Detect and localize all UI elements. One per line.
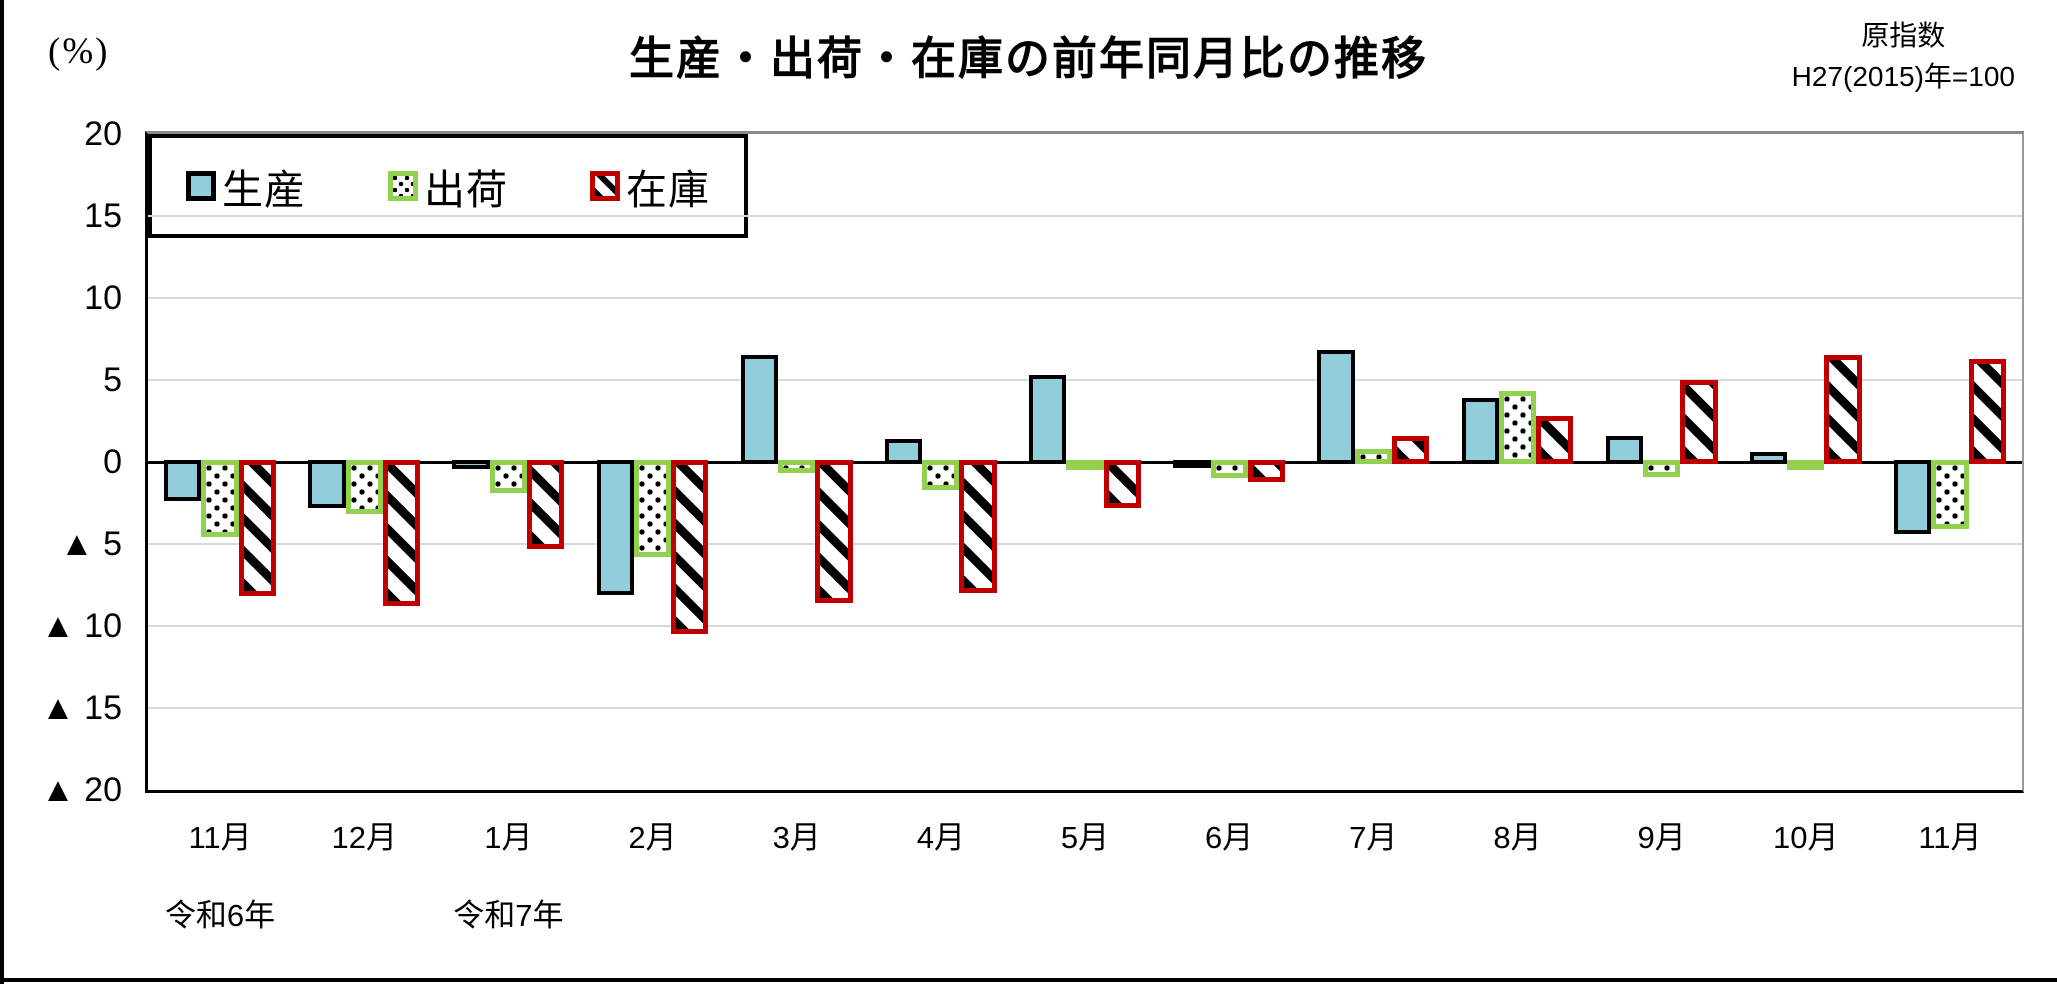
bar-出荷-8月-9 bbox=[1498, 391, 1537, 464]
y-tick-label: 20 bbox=[84, 115, 122, 153]
gridline-15 bbox=[148, 215, 2022, 217]
legend-entry-出荷: 出荷 bbox=[388, 156, 508, 216]
bar-出荷-5月-6 bbox=[1066, 460, 1104, 471]
legend-label: 生産 bbox=[222, 167, 306, 213]
y-tick-label: 0 bbox=[103, 443, 122, 481]
page-border-left bbox=[0, 0, 4, 984]
x-label-10: 9月 bbox=[1637, 820, 1686, 855]
y-tick-label: 15 bbox=[84, 197, 122, 235]
bar-生産-8月-9 bbox=[1461, 398, 1499, 464]
gridline-5 bbox=[148, 379, 2022, 381]
legend-label: 在庫 bbox=[626, 167, 710, 213]
bar-出荷-2月-3 bbox=[633, 460, 672, 558]
gridline--15 bbox=[148, 707, 2022, 709]
legend-entry-在庫: 在庫 bbox=[590, 156, 710, 216]
bar-生産-5月-6 bbox=[1029, 375, 1067, 464]
y-tick-label: ▲ 15 bbox=[41, 689, 122, 727]
bar-生産-7月-8 bbox=[1317, 350, 1355, 464]
x-label-1: 12月 bbox=[331, 820, 397, 855]
bar-在庫-5月-6 bbox=[1103, 460, 1141, 508]
gridline--10 bbox=[148, 625, 2022, 627]
bar-生産-1月-2 bbox=[452, 460, 490, 469]
bar-出荷-12月-1 bbox=[345, 460, 383, 515]
y-axis-unit-label: (%) bbox=[48, 31, 110, 72]
bar-出荷-9月-10 bbox=[1642, 460, 1681, 477]
index-note: 原指数 H27(2015)年=100 bbox=[1792, 16, 2015, 97]
bar-在庫-11月-12 bbox=[1968, 358, 2006, 464]
bar-出荷-10月-11 bbox=[1787, 460, 1825, 471]
x-label-0: 11月 bbox=[188, 820, 252, 855]
x-label-12: 11月 bbox=[1918, 820, 1982, 855]
legend-swatch-icon-生産 bbox=[186, 171, 216, 201]
y-tick-label: ▲ 5 bbox=[59, 525, 122, 563]
y-tick-label: ▲ 10 bbox=[41, 607, 122, 645]
x-label-3: 2月 bbox=[628, 820, 677, 855]
bar-生産-2月-3 bbox=[596, 460, 634, 595]
bar-生産-6月-7 bbox=[1173, 460, 1211, 468]
y-tick-label: ▲ 20 bbox=[41, 771, 122, 809]
gridline--5 bbox=[148, 543, 2022, 545]
bar-在庫-10月-11 bbox=[1824, 355, 1862, 464]
index-note-line1: 原指数 bbox=[1861, 20, 1946, 51]
bar-生産-11月-0 bbox=[164, 460, 202, 502]
bar-出荷-11月-0 bbox=[201, 460, 239, 538]
bar-出荷-1月-2 bbox=[489, 460, 528, 494]
bar-生産-4月-5 bbox=[884, 439, 923, 464]
era-label-令和6年: 令和6年 bbox=[164, 898, 276, 933]
bar-出荷-11月-12 bbox=[1931, 460, 1969, 530]
x-label-9: 8月 bbox=[1493, 820, 1542, 855]
gridline-10 bbox=[148, 297, 2022, 299]
bar-出荷-3月-4 bbox=[778, 460, 816, 474]
x-label-7: 6月 bbox=[1205, 820, 1254, 855]
bar-在庫-11月-0 bbox=[238, 460, 277, 597]
x-label-2: 1月 bbox=[484, 820, 533, 855]
bar-生産-11月-12 bbox=[1893, 460, 1932, 535]
x-label-4: 3月 bbox=[772, 820, 821, 855]
y-tick-label: 10 bbox=[84, 279, 122, 317]
bar-在庫-2月-3 bbox=[671, 460, 709, 635]
y-tick-label: 5 bbox=[103, 361, 122, 399]
chart-title: 生産・出荷・在庫の前年同月比の推移 bbox=[628, 33, 1428, 84]
plot-area: 生産 出荷 在庫 bbox=[145, 131, 2024, 793]
x-label-5: 4月 bbox=[916, 820, 965, 855]
legend-box: 生産 出荷 在庫 bbox=[148, 134, 748, 238]
bar-在庫-9月-10 bbox=[1680, 380, 1718, 464]
legend-label: 出荷 bbox=[424, 167, 508, 213]
bar-生産-3月-4 bbox=[740, 355, 779, 464]
legend-entry-生産: 生産 bbox=[186, 156, 306, 216]
bar-在庫-8月-9 bbox=[1536, 416, 1574, 464]
legend-swatch-icon-在庫 bbox=[590, 171, 620, 201]
bar-出荷-7月-8 bbox=[1354, 448, 1392, 464]
bar-在庫-3月-4 bbox=[815, 460, 853, 604]
bar-在庫-7月-8 bbox=[1391, 435, 1430, 464]
bar-出荷-4月-5 bbox=[922, 460, 960, 490]
x-label-11: 10月 bbox=[1773, 820, 1839, 855]
bar-生産-10月-11 bbox=[1749, 452, 1788, 464]
x-label-6: 5月 bbox=[1060, 820, 1110, 855]
bar-生産-9月-10 bbox=[1605, 435, 1643, 464]
index-note-line2: H27(2015)年=100 bbox=[1791, 60, 2015, 92]
bar-在庫-1月-2 bbox=[527, 460, 565, 549]
bar-出荷-6月-7 bbox=[1210, 460, 1248, 479]
bar-在庫-4月-5 bbox=[959, 460, 997, 594]
page-border-bottom bbox=[0, 978, 2057, 982]
bar-在庫-6月-7 bbox=[1247, 460, 1286, 482]
x-label-8: 7月 bbox=[1349, 820, 1398, 855]
legend-swatch-icon-出荷 bbox=[388, 171, 418, 201]
era-label-令和7年: 令和7年 bbox=[453, 898, 564, 933]
bar-生産-12月-1 bbox=[308, 460, 346, 508]
bar-在庫-12月-1 bbox=[382, 460, 421, 607]
